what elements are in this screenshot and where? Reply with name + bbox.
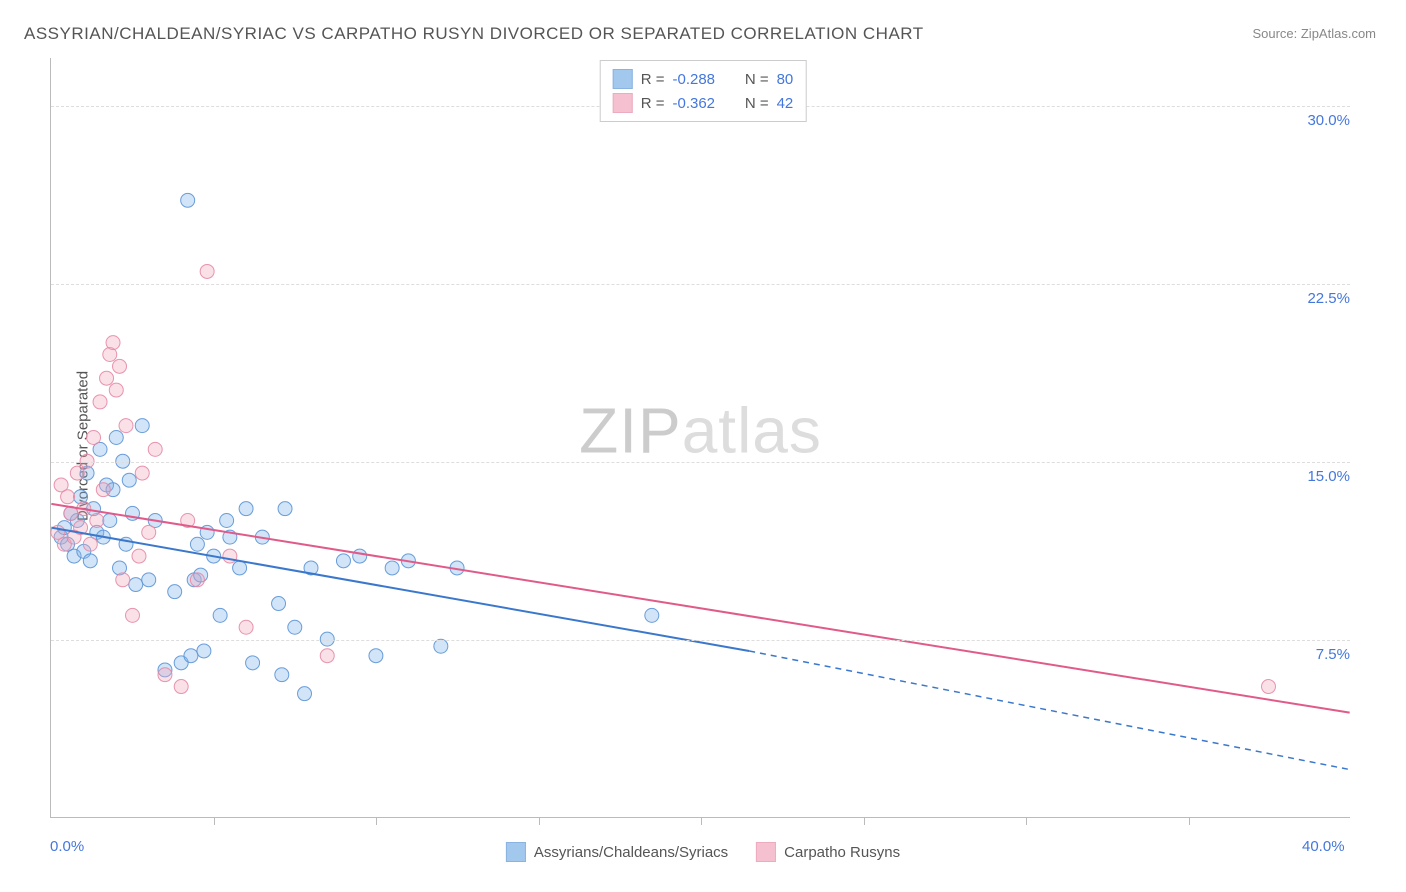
scatter-point: [213, 608, 227, 622]
scatter-point: [103, 514, 117, 528]
scatter-point: [70, 466, 84, 480]
y-tick-label: 22.5%: [1290, 290, 1350, 307]
scatter-point: [645, 608, 659, 622]
scatter-point: [288, 620, 302, 634]
scatter-point: [190, 537, 204, 551]
legend-series-label: Carpatho Rusyns: [784, 844, 900, 861]
x-tick: [539, 817, 540, 825]
scatter-point: [220, 514, 234, 528]
scatter-point: [93, 395, 107, 409]
y-tick-label: 7.5%: [1290, 646, 1350, 663]
x-tick: [376, 817, 377, 825]
scatter-point: [353, 549, 367, 563]
legend-series: Assyrians/Chaldeans/Syriacs Carpatho Rusy…: [506, 842, 900, 862]
scatter-point: [278, 502, 292, 516]
legend-n-value: 80: [777, 71, 794, 88]
scatter-point: [158, 668, 172, 682]
chart-title: ASSYRIAN/CHALDEAN/SYRIAC VS CARPATHO RUS…: [24, 24, 924, 44]
scatter-point: [122, 473, 136, 487]
scatter-point: [197, 644, 211, 658]
legend-n-value: 42: [777, 95, 794, 112]
gridline: [51, 640, 1350, 641]
legend-stats-row: R = -0.288 N = 80: [613, 67, 794, 91]
legend-stats-row: R = -0.362 N = 42: [613, 91, 794, 115]
scatter-point: [142, 525, 156, 539]
chart-plot-area: ZIPatlas: [50, 58, 1350, 818]
scatter-point: [132, 549, 146, 563]
legend-series-label: Assyrians/Chaldeans/Syriacs: [534, 844, 728, 861]
legend-r-label: R =: [641, 71, 665, 88]
scatter-point: [320, 649, 334, 663]
scatter-point: [181, 193, 195, 207]
gridline: [51, 462, 1350, 463]
scatter-point: [200, 264, 214, 278]
scatter-point: [113, 359, 127, 373]
scatter-point: [119, 419, 133, 433]
scatter-point: [129, 578, 143, 592]
scatter-point: [233, 561, 247, 575]
scatter-point: [385, 561, 399, 575]
scatter-point: [135, 466, 149, 480]
scatter-point: [275, 668, 289, 682]
scatter-point: [148, 442, 162, 456]
legend-series-item: Carpatho Rusyns: [756, 842, 900, 862]
scatter-point: [87, 431, 101, 445]
scatter-point: [116, 573, 130, 587]
x-axis-min-label: 0.0%: [50, 838, 84, 855]
scatter-point: [246, 656, 260, 670]
legend-n-label: N =: [736, 95, 768, 112]
gridline: [51, 284, 1350, 285]
scatter-point: [184, 649, 198, 663]
legend-swatch: [506, 842, 526, 862]
scatter-point: [298, 687, 312, 701]
scatter-point: [142, 573, 156, 587]
legend-series-item: Assyrians/Chaldeans/Syriacs: [506, 842, 728, 862]
chart-source: Source: ZipAtlas.com: [1252, 26, 1376, 41]
scatter-point: [434, 639, 448, 653]
scatter-point: [1262, 680, 1276, 694]
scatter-point: [61, 490, 75, 504]
legend-swatch: [613, 69, 633, 89]
y-tick-label: 30.0%: [1290, 112, 1350, 129]
legend-swatch: [756, 842, 776, 862]
trend-line: [51, 504, 1349, 713]
x-tick: [1189, 817, 1190, 825]
legend-r-value: -0.288: [672, 71, 728, 88]
scatter-svg: [51, 58, 1350, 817]
scatter-point: [90, 514, 104, 528]
trend-line: [51, 528, 749, 651]
scatter-point: [106, 336, 120, 350]
scatter-point: [109, 431, 123, 445]
x-tick: [214, 817, 215, 825]
x-tick: [1026, 817, 1027, 825]
scatter-point: [96, 483, 110, 497]
legend-swatch: [613, 93, 633, 113]
trend-line-extrapolated: [749, 651, 1349, 770]
scatter-point: [168, 585, 182, 599]
legend-r-value: -0.362: [672, 95, 728, 112]
legend-r-label: R =: [641, 95, 665, 112]
scatter-point: [239, 620, 253, 634]
scatter-point: [174, 680, 188, 694]
scatter-point: [83, 554, 97, 568]
scatter-point: [126, 608, 140, 622]
scatter-point: [135, 419, 149, 433]
scatter-point: [109, 383, 123, 397]
scatter-point: [336, 554, 350, 568]
y-tick-label: 15.0%: [1290, 468, 1350, 485]
scatter-point: [83, 537, 97, 551]
scatter-point: [272, 597, 286, 611]
scatter-point: [239, 502, 253, 516]
x-tick: [701, 817, 702, 825]
x-tick: [864, 817, 865, 825]
scatter-point: [100, 371, 114, 385]
legend-n-label: N =: [736, 71, 768, 88]
legend-stats: R = -0.288 N = 80 R = -0.362 N = 42: [600, 60, 807, 122]
scatter-point: [369, 649, 383, 663]
scatter-point: [190, 573, 204, 587]
x-axis-max-label: 40.0%: [1302, 838, 1345, 855]
